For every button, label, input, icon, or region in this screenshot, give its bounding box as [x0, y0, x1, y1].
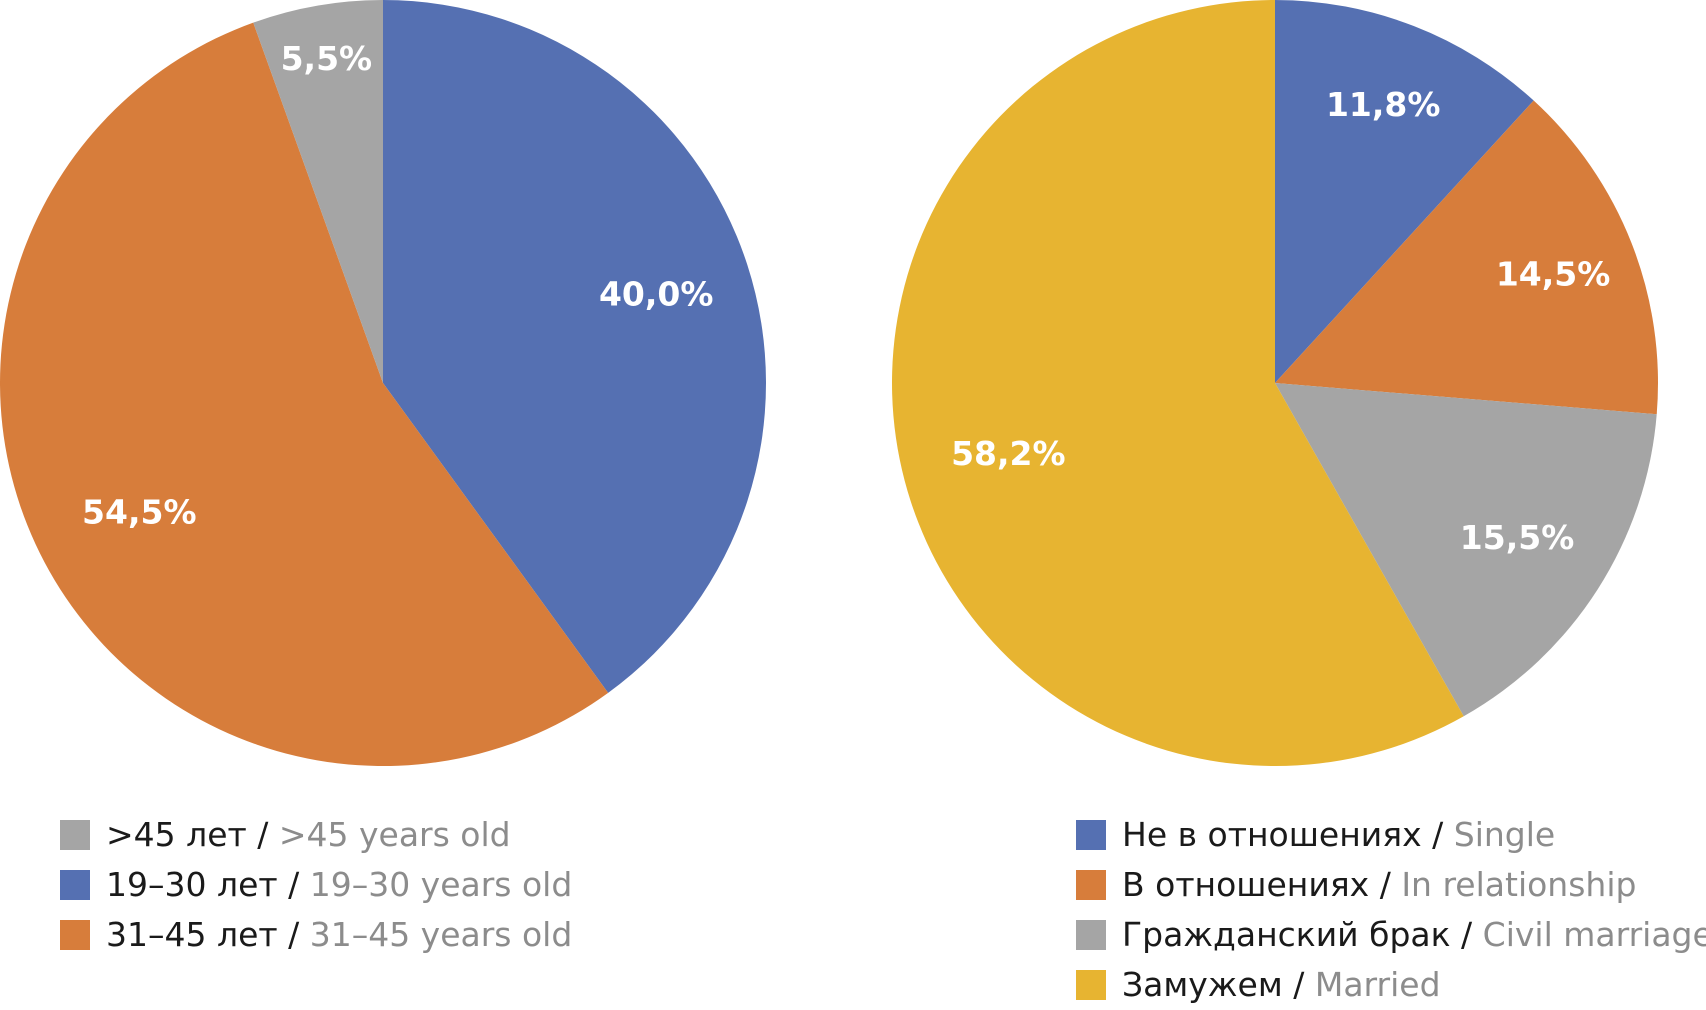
legend-label-ru: 19–30 лет	[106, 865, 278, 904]
legend-item: Замужем / Married	[1076, 960, 1706, 1010]
legend-swatch	[1076, 820, 1106, 850]
slice-31-45-label: 54,5%	[82, 493, 197, 532]
slice-19-30	[383, 0, 766, 693]
legend-label-ru: Гражданский брак	[1122, 915, 1451, 954]
legend-label-en: 31–45 years old	[309, 915, 573, 954]
slice-married-label: 58,2%	[951, 434, 1066, 473]
legend-item: В отношениях / In relationship	[1076, 860, 1706, 910]
legend-separator: /	[277, 915, 310, 954]
legend-label-en: Single	[1453, 815, 1556, 854]
legend-label-ru: Не в отношениях	[1122, 815, 1422, 854]
legend-item: >45 лет / >45 years old	[60, 810, 572, 860]
slice-civil-marriage	[1275, 383, 1657, 717]
legend-separator: /	[246, 815, 279, 854]
slice-civil-marriage-label: 15,5%	[1460, 518, 1575, 557]
slice-over-45	[253, 0, 383, 383]
legend-item: 31–45 лет / 31–45 years old	[60, 910, 572, 960]
legend-label-ru: 31–45 лет	[106, 915, 278, 954]
legend-separator: /	[1450, 915, 1483, 954]
slice-31-45	[0, 22, 609, 766]
legend-separator: /	[1282, 965, 1315, 1004]
legend-swatch	[60, 820, 90, 850]
legend-swatch	[1076, 920, 1106, 950]
legend-item: Гражданский брак / Civil marriage	[1076, 910, 1706, 960]
legend-label-en: 19–30 years old	[309, 865, 573, 904]
legend-label-ru: >45 лет	[106, 815, 247, 854]
slice-in-relationship	[1275, 100, 1658, 415]
legend-label-en: Married	[1314, 965, 1441, 1004]
legend-separator: /	[1369, 865, 1402, 904]
slice-married	[892, 0, 1464, 766]
relationship-legend: Не в отношениях / Single В отношениях / I…	[1076, 810, 1706, 1010]
legend-separator: /	[277, 865, 310, 904]
legend-swatch	[1076, 870, 1106, 900]
slice-over-45-label: 5,5%	[281, 39, 373, 78]
legend-label-en: Civil marriage	[1482, 915, 1706, 954]
legend-separator: /	[1421, 815, 1454, 854]
slice-single	[1275, 0, 1534, 383]
relationship-pie: 11,8% 14,5% 15,5% 58,2%	[892, 0, 1658, 766]
legend-label-en: In relationship	[1401, 865, 1637, 904]
slice-single-label: 11,8%	[1326, 85, 1441, 124]
legend-item: 19–30 лет / 19–30 years old	[60, 860, 572, 910]
legend-label-en: >45 years old	[278, 815, 511, 854]
age-legend: >45 лет / >45 years old 19–30 лет / 19–30…	[60, 810, 572, 960]
legend-label-ru: Замужем	[1122, 965, 1283, 1004]
legend-item: Не в отношениях / Single	[1076, 810, 1706, 860]
age-pie: 40,0% 54,5% 5,5%	[0, 0, 766, 766]
legend-swatch	[1076, 970, 1106, 1000]
legend-swatch	[60, 920, 90, 950]
slice-19-30-label: 40,0%	[599, 275, 714, 314]
legend-swatch	[60, 870, 90, 900]
pie-charts: 40,0% 54,5% 5,5% 11,8% 14,5% 15,5% 58,2%	[0, 0, 1658, 766]
slice-in-relationship-label: 14,5%	[1496, 254, 1611, 293]
legend-label-ru: В отношениях	[1122, 865, 1370, 904]
